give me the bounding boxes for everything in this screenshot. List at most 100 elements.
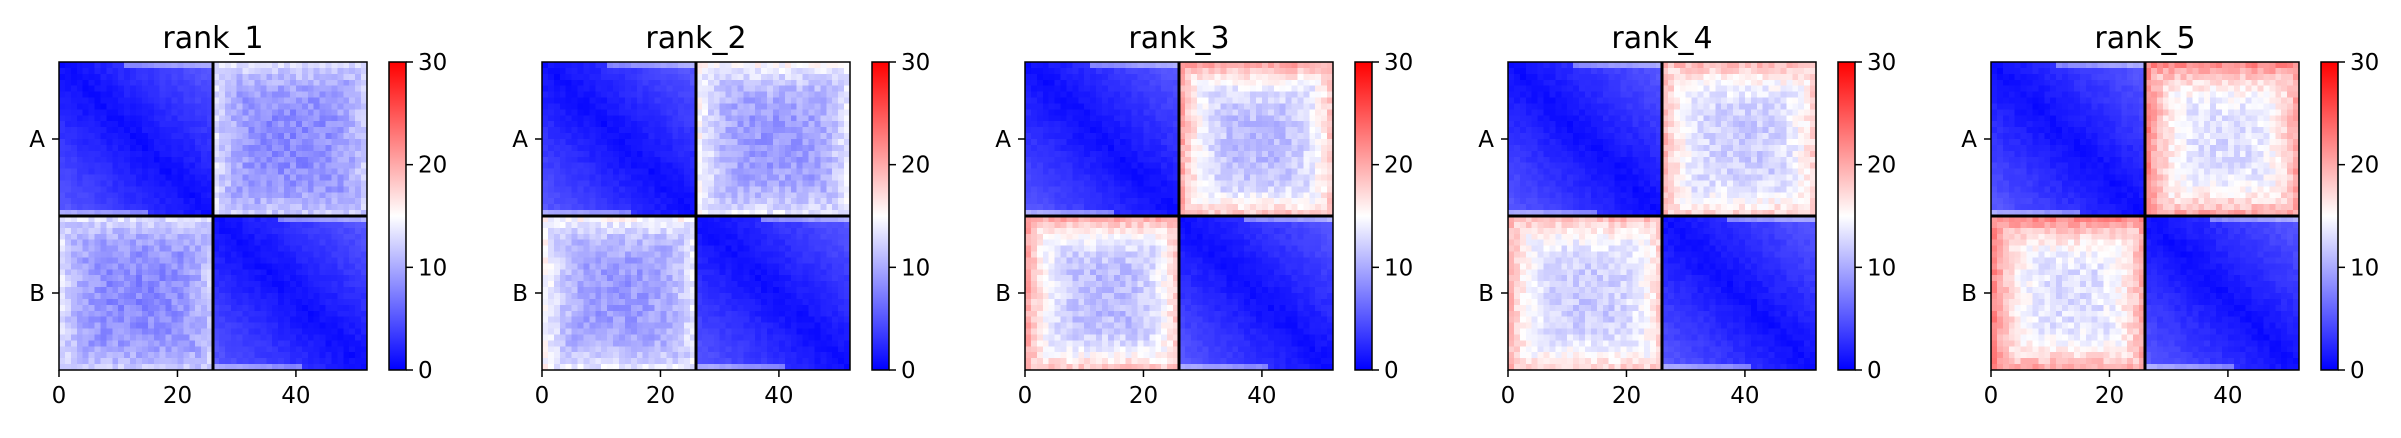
heatmap-cell — [630, 227, 638, 235]
heatmap-cell — [642, 233, 650, 241]
heatmap-cell — [295, 198, 303, 205]
heatmap-cell — [666, 133, 673, 140]
heatmap-cell — [672, 97, 679, 105]
heatmap-cell — [207, 79, 214, 87]
heatmap-cell — [301, 97, 309, 105]
heatmap-cell — [130, 245, 137, 253]
heatmap-cell — [613, 316, 620, 324]
heatmap-cell — [124, 162, 131, 170]
heatmap-cell — [70, 364, 78, 371]
heatmap-cell — [624, 263, 632, 270]
heatmap-cell — [808, 79, 816, 87]
heatmap-cell — [124, 310, 131, 318]
heatmap-cell — [808, 109, 816, 116]
heatmap-cell — [266, 346, 273, 353]
heatmap-cell — [784, 121, 792, 128]
heatmap-cell — [295, 162, 303, 170]
heatmap-cell — [790, 287, 798, 294]
heatmap-cell — [737, 115, 744, 122]
heatmap-cell — [660, 227, 667, 235]
heatmap-cell — [177, 322, 184, 330]
heatmap-cell — [642, 216, 650, 223]
heatmap-cell — [118, 204, 125, 211]
heatmap-cell — [165, 340, 173, 347]
heatmap-cell — [230, 97, 238, 105]
heatmap-cell — [201, 91, 208, 99]
heatmap-cell — [719, 97, 727, 105]
heatmap-cell — [230, 239, 238, 247]
heatmap-cell — [278, 281, 285, 288]
heatmap-cell — [201, 216, 208, 223]
heatmap-cell — [177, 73, 184, 81]
heatmap-cell — [301, 127, 309, 134]
heatmap-cell — [796, 245, 804, 253]
heatmap-cell — [195, 139, 202, 146]
heatmap-cell — [141, 216, 149, 223]
heatmap-cell — [319, 127, 327, 134]
heatmap-cell — [784, 210, 792, 217]
heatmap-cell — [725, 275, 733, 282]
heatmap-cell — [295, 186, 303, 193]
heatmap-cell — [814, 174, 821, 182]
heatmap-cell — [666, 316, 673, 324]
heatmap-cell — [832, 150, 839, 158]
heatmap-cell — [319, 73, 327, 81]
heatmap-cell — [743, 156, 750, 164]
heatmap-cell — [337, 79, 344, 87]
heatmap-cell — [589, 210, 596, 217]
heatmap-cell — [642, 180, 650, 187]
heatmap-cell — [349, 192, 356, 199]
heatmap-cell — [808, 281, 816, 288]
heatmap-cell — [88, 346, 96, 353]
heatmap-cell — [719, 192, 727, 199]
heatmap-cell — [701, 156, 709, 164]
heatmap-cell — [684, 180, 691, 187]
heatmap-cell — [571, 133, 579, 140]
heatmap-cell — [76, 198, 84, 205]
heatmap-cell — [207, 316, 214, 324]
heatmap-cell — [118, 115, 125, 122]
heatmap-cell — [82, 269, 90, 276]
heatmap-cell — [124, 139, 131, 146]
heatmap-cell — [177, 79, 184, 87]
heatmap-cell — [100, 233, 107, 241]
heatmap-cell — [607, 103, 614, 110]
heatmap-cell — [183, 216, 190, 223]
heatmap-cell — [313, 269, 321, 276]
heatmap-cell — [295, 156, 303, 164]
heatmap-cell — [755, 144, 762, 152]
heatmap-cell — [254, 156, 261, 164]
heatmap-cell — [82, 115, 90, 122]
heatmap-cell — [201, 150, 208, 158]
heatmap-cell — [565, 115, 573, 122]
heatmap-cell — [630, 73, 638, 81]
heatmap-cell — [88, 192, 96, 199]
heatmap-cell — [106, 198, 113, 205]
heatmap-cell — [749, 251, 756, 259]
heatmap-cell — [624, 62, 632, 69]
heatmap-cell — [218, 139, 226, 146]
heatmap-cell — [672, 198, 679, 205]
heatmap-cell — [59, 109, 66, 116]
heatmap-cell — [159, 162, 167, 170]
heatmap-cell — [295, 316, 303, 324]
heatmap-cell — [571, 115, 579, 122]
heatmap-cell — [595, 216, 602, 223]
heatmap-cell — [690, 180, 697, 187]
heatmap-cell — [337, 115, 344, 122]
heatmap-cell — [713, 127, 721, 134]
heatmap-cell — [630, 216, 638, 223]
heatmap-cell — [719, 257, 727, 264]
heatmap-cell — [613, 298, 620, 306]
heatmap-cell — [613, 91, 620, 99]
heatmap-cell — [64, 245, 72, 253]
heatmap-cell — [755, 115, 762, 122]
heatmap-cell — [595, 251, 602, 259]
heatmap-cell — [325, 281, 333, 288]
heatmap-cell — [266, 168, 273, 176]
heatmap-cell — [719, 298, 727, 306]
heatmap-cell — [743, 287, 750, 294]
heatmap-cell — [749, 103, 756, 110]
heatmap-cell — [325, 269, 333, 276]
heatmap-cell — [266, 97, 273, 105]
